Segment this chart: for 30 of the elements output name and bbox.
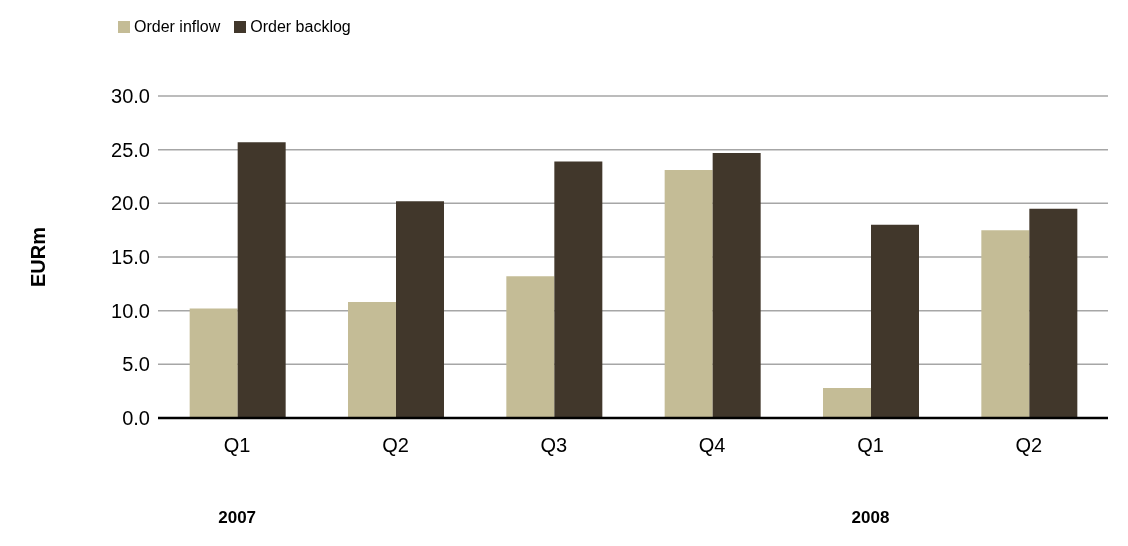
bar: [189, 308, 238, 418]
text: 2007: [217, 508, 258, 528]
x-tick-label: Q4: [698, 434, 726, 457]
legend-label: Order inflow: [134, 18, 221, 36]
y-tick-label: 5.0: [122, 353, 150, 376]
bar: [712, 152, 761, 418]
x-tick-label: Q3: [540, 434, 568, 457]
y-axis-title: EURm: [27, 226, 50, 288]
y-tick-label: 20.0: [111, 192, 150, 215]
legend-label: Order backlog: [250, 18, 351, 36]
bar: [554, 161, 603, 418]
x-tick-label: Q2: [382, 434, 409, 457]
x-tick-label: Q1: [223, 434, 251, 457]
x-tick-label: Q1: [857, 434, 884, 457]
y-tick-label: 0.0: [122, 407, 150, 430]
y-tick-label: 10.0: [111, 299, 150, 322]
bar: [237, 142, 286, 418]
y-tick-label: 30.0: [111, 85, 150, 108]
bar: [348, 302, 396, 418]
bar: [396, 201, 444, 418]
y-tick-label: 25.0: [111, 138, 150, 161]
bar: [823, 387, 871, 418]
bar: [506, 276, 555, 418]
x-tick-label: Q2: [1015, 434, 1043, 457]
bar: [981, 230, 1030, 418]
y-tick-label: 15.0: [111, 246, 150, 269]
bar: [1029, 208, 1078, 418]
text: 2008: [850, 508, 891, 528]
bar: [664, 170, 713, 418]
bar: [871, 224, 919, 418]
